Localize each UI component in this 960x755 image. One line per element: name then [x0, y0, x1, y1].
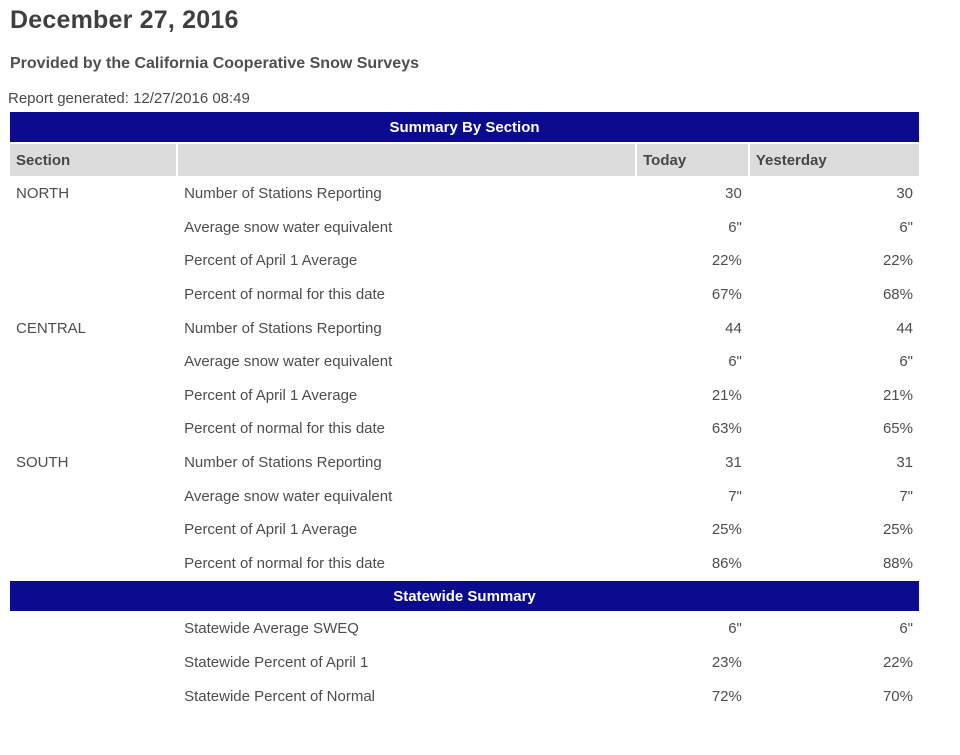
section-name-cell: [10, 278, 177, 311]
metric-label-cell: Percent of April 1 Average: [178, 379, 636, 412]
today-value-cell: 22%: [637, 245, 748, 277]
section-name-cell: [10, 245, 177, 277]
section-name-cell: [10, 413, 177, 445]
yesterday-value-cell: 6": [749, 211, 919, 244]
column-header-metric: [178, 144, 636, 176]
section-banner-row: Summary By Section: [10, 112, 919, 142]
today-value-cell: 21%: [637, 379, 748, 412]
page-subtitle: Provided by the California Cooperative S…: [10, 55, 419, 72]
today-value-cell: 31: [637, 446, 748, 479]
today-value-cell: 6": [637, 613, 748, 645]
yesterday-value-cell: 25%: [749, 513, 919, 546]
metric-label-cell: Percent of normal for this date: [178, 547, 636, 580]
today-value-cell: 7": [637, 480, 748, 512]
today-value-cell: 63%: [637, 413, 748, 445]
table-row: Statewide Average SWEQ 6" 6": [10, 613, 919, 645]
section-name-cell: CENTRAL: [10, 312, 177, 344]
metric-label-cell: Number of Stations Reporting: [178, 312, 636, 344]
today-value-cell: 44: [637, 312, 748, 344]
section-banner-row: Statewide Summary: [10, 581, 919, 612]
section-name-cell: [10, 211, 177, 244]
table-row: Percent of normal for this date 86% 88%: [10, 547, 919, 580]
table-row: Average snow water equivalent 6" 6": [10, 211, 919, 244]
yesterday-value-cell: 21%: [749, 379, 919, 412]
section-name-cell: [10, 646, 177, 679]
yesterday-value-cell: 30: [749, 178, 919, 210]
yesterday-value-cell: 88%: [749, 547, 919, 580]
yesterday-value-cell: 31: [749, 446, 919, 479]
table-row: Percent of normal for this date 67% 68%: [10, 278, 919, 311]
section-banner-title: Statewide Summary: [10, 581, 919, 612]
metric-label-cell: Percent of April 1 Average: [178, 513, 636, 546]
section-name-cell: [10, 613, 177, 645]
metric-label-cell: Statewide Average SWEQ: [178, 613, 636, 645]
today-value-cell: 6": [637, 211, 748, 244]
metric-label-cell: Percent of normal for this date: [178, 413, 636, 445]
section-name-cell: [10, 379, 177, 412]
metric-label-cell: Number of Stations Reporting: [178, 446, 636, 479]
table-row: Percent of normal for this date 63% 65%: [10, 413, 919, 445]
yesterday-value-cell: 7": [749, 480, 919, 512]
table-row: Percent of April 1 Average 22% 22%: [10, 245, 919, 277]
yesterday-value-cell: 70%: [749, 680, 919, 712]
snow-summary-table: Summary By Section Section Today Yesterday N…: [8, 110, 921, 714]
column-header-yesterday: Yesterday: [749, 144, 919, 176]
metric-label-cell: Average snow water equivalent: [178, 211, 636, 244]
yesterday-value-cell: 44: [749, 312, 919, 344]
page-title: December 27, 2016: [10, 6, 239, 34]
section-name-cell: [10, 680, 177, 712]
column-header-section: Section: [10, 144, 177, 176]
today-value-cell: 23%: [637, 646, 748, 679]
metric-label-cell: Average snow water equivalent: [178, 480, 636, 512]
yesterday-value-cell: 6": [749, 613, 919, 645]
table-row: Percent of April 1 Average 25% 25%: [10, 513, 919, 546]
section-banner-title: Summary By Section: [10, 112, 919, 142]
snow-summary-table-body: Summary By Section Section Today Yesterday N…: [10, 112, 919, 712]
table-row: CENTRAL Number of Stations Reporting 44 44: [10, 312, 919, 344]
today-value-cell: 72%: [637, 680, 748, 712]
table-row: NORTH Number of Stations Reporting 30 30: [10, 178, 919, 210]
section-name-cell: [10, 513, 177, 546]
metric-label-cell: Statewide Percent of Normal: [178, 680, 636, 712]
section-name-cell: SOUTH: [10, 446, 177, 479]
today-value-cell: 86%: [637, 547, 748, 580]
section-name-cell: NORTH: [10, 178, 177, 210]
report-generated-line: Report generated: 12/27/2016 08:49: [8, 90, 250, 107]
yesterday-value-cell: 65%: [749, 413, 919, 445]
table-row: SOUTH Number of Stations Reporting 31 31: [10, 446, 919, 479]
table-row: Average snow water equivalent 6" 6": [10, 345, 919, 378]
section-name-cell: [10, 547, 177, 580]
column-header-today: Today: [637, 144, 748, 176]
yesterday-value-cell: 22%: [749, 646, 919, 679]
section-name-cell: [10, 345, 177, 378]
today-value-cell: 30: [637, 178, 748, 210]
metric-label-cell: Average snow water equivalent: [178, 345, 636, 378]
today-value-cell: 25%: [637, 513, 748, 546]
yesterday-value-cell: 68%: [749, 278, 919, 311]
today-value-cell: 67%: [637, 278, 748, 311]
yesterday-value-cell: 6": [749, 345, 919, 378]
table-row: Average snow water equivalent 7" 7": [10, 480, 919, 512]
metric-label-cell: Number of Stations Reporting: [178, 178, 636, 210]
metric-label-cell: Percent of normal for this date: [178, 278, 636, 311]
table-row: Statewide Percent of Normal 72% 70%: [10, 680, 919, 712]
table-row: Statewide Percent of April 1 23% 22%: [10, 646, 919, 679]
report-page: December 27, 2016 Provided by the Califo…: [8, 6, 921, 714]
column-header-row: Section Today Yesterday: [10, 144, 919, 176]
section-name-cell: [10, 480, 177, 512]
today-value-cell: 6": [637, 345, 748, 378]
metric-label-cell: Statewide Percent of April 1: [178, 646, 636, 679]
table-row: Percent of April 1 Average 21% 21%: [10, 379, 919, 412]
metric-label-cell: Percent of April 1 Average: [178, 245, 636, 277]
yesterday-value-cell: 22%: [749, 245, 919, 277]
